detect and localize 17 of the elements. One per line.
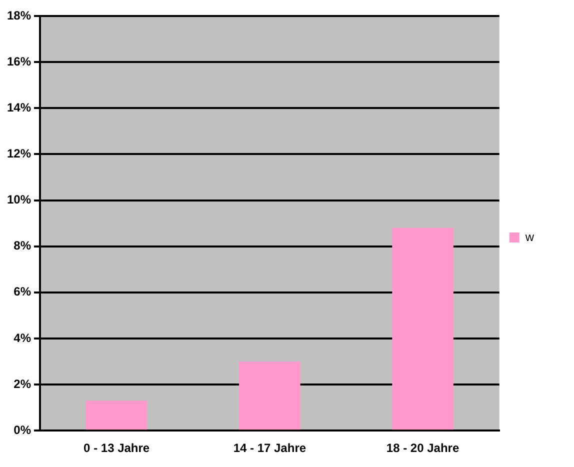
- y-tick-label: 4%: [14, 330, 32, 345]
- y-tick-label: 6%: [14, 284, 32, 299]
- y-tick-label: 0%: [14, 422, 32, 437]
- y-tick-label: 18%: [6, 8, 32, 22]
- y-tick-label: 16%: [6, 54, 32, 68]
- y-tick-label: 14%: [6, 100, 32, 114]
- x-tick-label: 18 - 20 Jahre: [386, 441, 460, 456]
- bar: [392, 228, 454, 430]
- y-tick-label: 8%: [14, 238, 32, 253]
- y-tick-label: 2%: [14, 376, 32, 391]
- bar: [239, 362, 300, 430]
- bar: [86, 400, 148, 430]
- y-tick-label: 12%: [6, 146, 32, 161]
- x-tick-label: 14 - 17 Jahre: [233, 441, 306, 456]
- x-tick-label: 0 - 13 Jahre: [84, 441, 150, 456]
- y-tick-label: 10%: [6, 192, 32, 207]
- legend-label: w: [524, 230, 534, 244]
